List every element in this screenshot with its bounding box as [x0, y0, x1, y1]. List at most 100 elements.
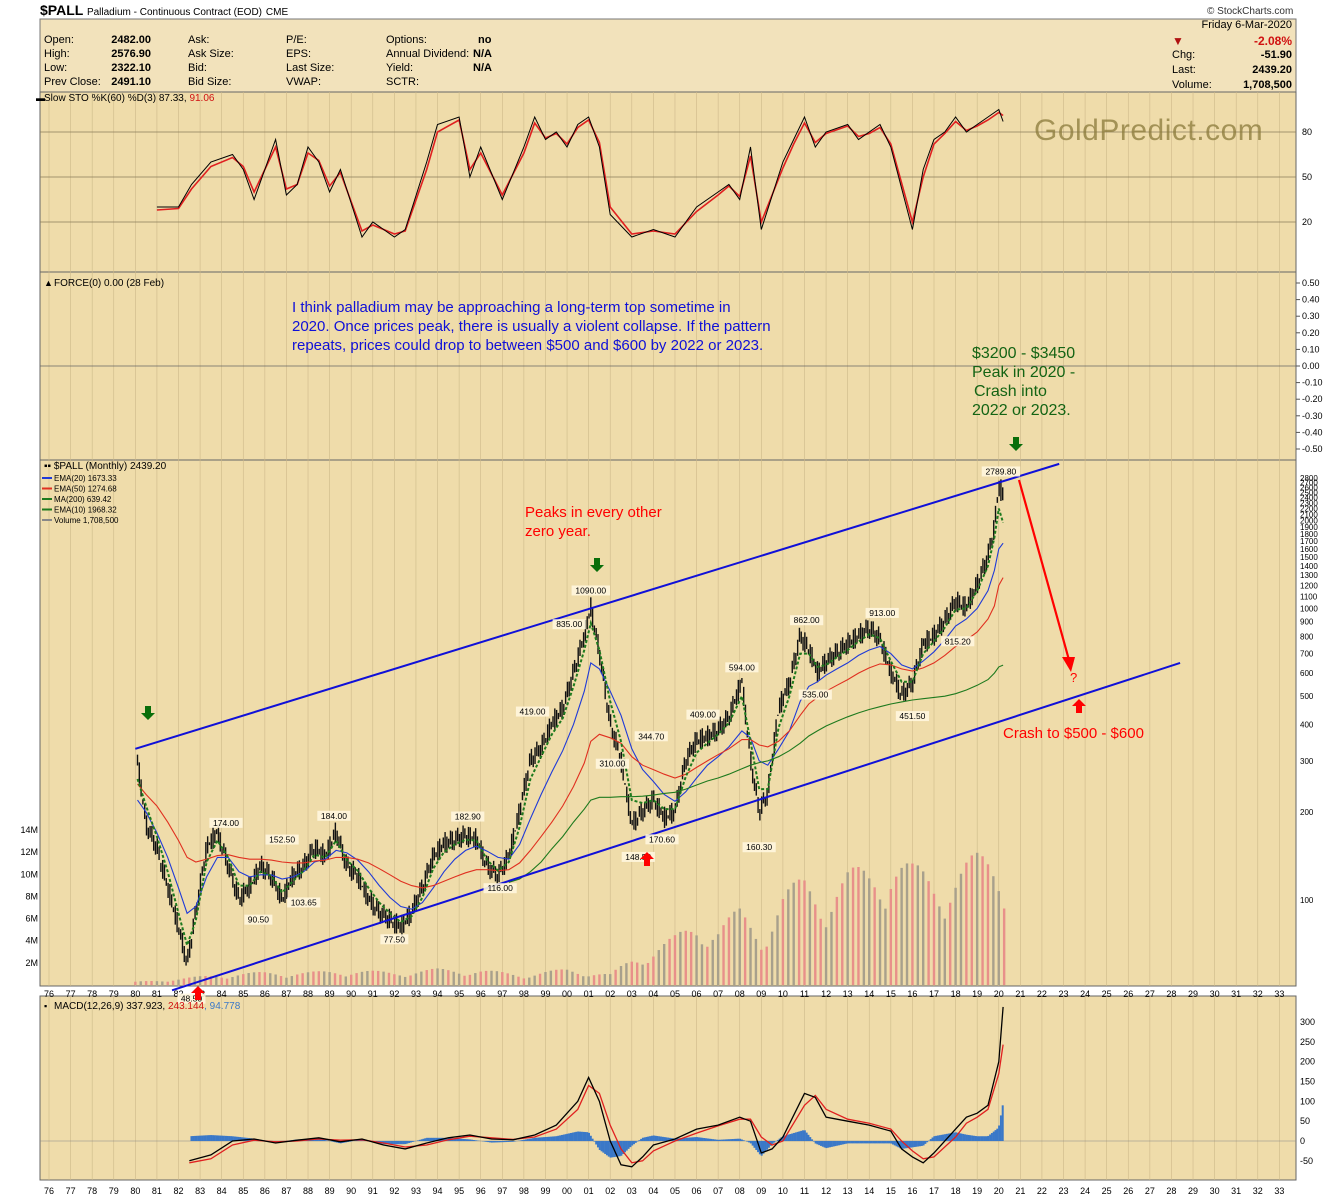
credit-label: © StockCharts.com	[1207, 6, 1294, 17]
instrument-name: Palladium - Continuous Contract (EOD)	[86, 7, 263, 18]
volume-bar	[468, 974, 472, 985]
year-tick-label: 17	[929, 1186, 939, 1196]
volume-bar	[323, 971, 326, 985]
macd-histogram-bar	[805, 1132, 808, 1141]
macd-histogram-bar	[981, 1136, 984, 1141]
year-tick-label: 11	[800, 1186, 809, 1196]
ema50-line	[137, 577, 1004, 889]
volume-bar	[819, 918, 822, 985]
volume-tick-label: 6M	[25, 914, 38, 924]
macd-histogram-bar	[748, 1141, 751, 1143]
macd-histogram-bar	[485, 1141, 488, 1142]
macd-histogram-bar	[891, 1141, 894, 1145]
macd-histogram-bar	[596, 1141, 599, 1148]
macd-histogram-bar	[974, 1136, 977, 1141]
macd-histogram-bar	[882, 1141, 885, 1144]
volume-bar	[652, 956, 655, 985]
macd-histogram-bar	[722, 1139, 725, 1141]
volume-bar	[285, 977, 288, 985]
macd-histogram-bar	[999, 1115, 1002, 1141]
macd-histogram-bar	[809, 1137, 812, 1141]
price-callout: 815.20	[945, 636, 971, 646]
volume-bar	[776, 915, 779, 985]
volume-bar	[668, 938, 671, 985]
price-callout: 535.00	[802, 690, 828, 700]
volume-bar	[565, 969, 569, 985]
macd-histogram-bar	[874, 1141, 876, 1144]
volume-bar	[517, 976, 520, 985]
macd-histogram-bar	[582, 1131, 585, 1141]
macd-histogram-bar	[498, 1141, 501, 1143]
volume-bar	[1002, 908, 1006, 985]
volume-bar	[425, 970, 428, 985]
macd-histogram-bar	[922, 1141, 925, 1146]
macd-histogram-bar	[233, 1136, 236, 1141]
volume-bar	[630, 961, 634, 985]
year-tick-label: 25	[1102, 989, 1112, 999]
volume-bar	[134, 981, 137, 985]
last-size-label: Last Size:	[286, 62, 335, 74]
price-callout-bg	[317, 810, 351, 821]
macd-histogram-bar	[210, 1135, 213, 1141]
volume-bar	[689, 931, 693, 985]
year-tick-label: 24	[1080, 989, 1090, 999]
volume-bar	[506, 973, 509, 985]
volume-bar	[150, 981, 153, 985]
year-tick-label: 77	[66, 1186, 76, 1196]
year-tick-label: 15	[886, 1186, 896, 1196]
macd-histogram-bar	[791, 1133, 794, 1141]
macd-histogram-bar	[217, 1135, 220, 1141]
macd-histogram-bar	[825, 1141, 828, 1149]
macd-histogram-bar	[417, 1140, 420, 1141]
year-tick-label: 01	[584, 1186, 594, 1196]
macd-histogram-bar	[645, 1136, 648, 1141]
macd-histogram-bar	[622, 1141, 625, 1155]
year-tick-label: 86	[260, 1186, 270, 1196]
macd-histogram-bar	[641, 1137, 644, 1141]
price-callout-bg	[595, 758, 629, 769]
vwap-label: VWAP:	[286, 76, 322, 88]
macd-histogram-bar	[713, 1139, 716, 1141]
volume-bar	[598, 974, 601, 985]
macd-histogram-bar	[665, 1137, 668, 1141]
price-callout: 594.00	[729, 662, 755, 672]
sto-d-label: 91.06	[189, 93, 214, 104]
sto-k-line	[156, 108, 1004, 239]
price-callout: 310.00	[599, 759, 625, 769]
force-tick-label: -0.20	[1302, 394, 1323, 404]
macd-histogram-bar	[803, 1130, 806, 1141]
high-label: High:	[44, 48, 70, 60]
price-callout: 77.50	[384, 934, 406, 944]
year-tick-label: 00	[562, 1186, 572, 1196]
volume-bar	[857, 867, 860, 985]
volume-bar	[398, 975, 401, 985]
macd-histogram-bar	[908, 1141, 911, 1148]
macd-histogram-bar	[226, 1135, 229, 1141]
macd-histogram-bar	[838, 1141, 841, 1146]
macd-histogram-bar	[710, 1138, 713, 1141]
year-tick-label: 98	[519, 1186, 529, 1196]
volume-bar	[803, 880, 806, 985]
ema20-line	[137, 542, 1004, 915]
macd-histogram-bar	[872, 1141, 875, 1144]
volume-bar	[263, 972, 267, 985]
price-callout: 170.60	[649, 834, 675, 844]
price-tick-label: 400	[1300, 720, 1314, 729]
macd-histogram-bar	[499, 1141, 502, 1143]
macd-legend: MACD(12,26,9) 337.923, 243.144, 94.778	[54, 1001, 241, 1012]
macd-histogram-bar	[316, 1138, 319, 1141]
macd-histogram-bar	[830, 1141, 833, 1147]
sto-legend-icon: ▬	[36, 93, 45, 103]
year-tick-label: 26	[1123, 1186, 1133, 1196]
volume-bar	[749, 927, 752, 985]
macd-histogram-bar	[431, 1137, 434, 1141]
volume-bar	[884, 908, 887, 985]
price-tick-label: 2800	[1300, 474, 1318, 483]
force-legend-icon: ▲	[44, 278, 53, 288]
volume-bar	[609, 974, 612, 985]
macd-histogram-bar	[990, 1133, 993, 1141]
volume-bar	[754, 938, 758, 985]
macd-histogram-bar	[318, 1138, 321, 1141]
macd-histogram-bar	[690, 1137, 693, 1141]
year-tick-label: 78	[87, 989, 97, 999]
